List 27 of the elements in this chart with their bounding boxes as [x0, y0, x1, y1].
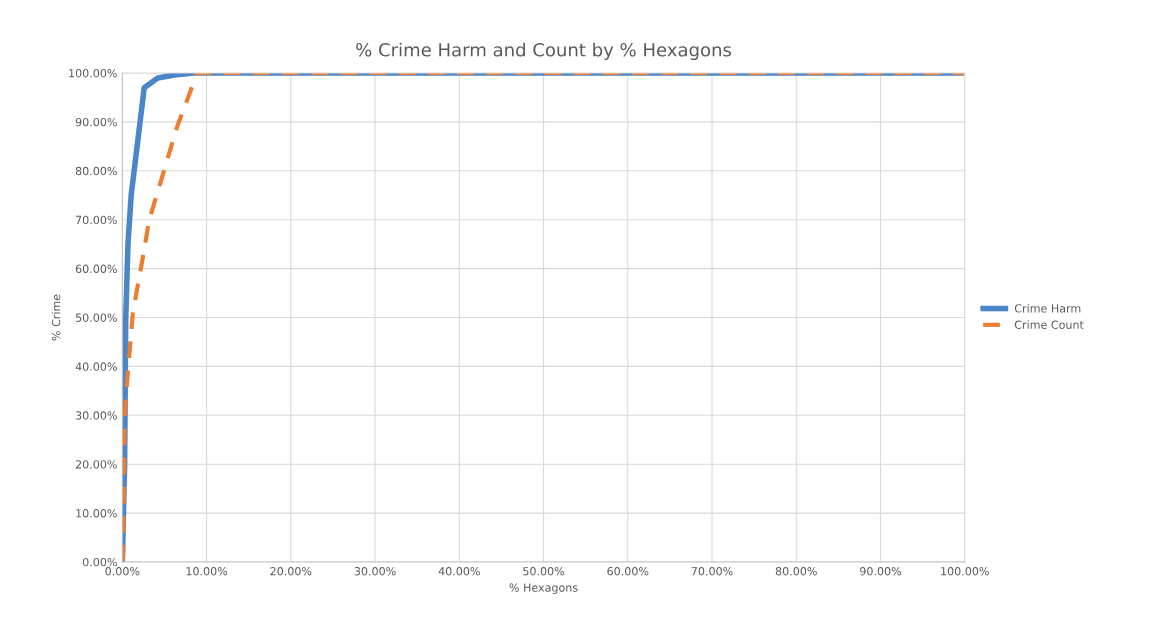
- y-tick-label: 20.00%: [75, 460, 117, 469]
- y-tick-label: 50.00%: [75, 313, 117, 322]
- y-tick-label: 100.00%: [69, 69, 117, 78]
- x-tick-label: 100.00%: [941, 567, 989, 576]
- chart-title: % Crime Harm and Count by % Hexagons: [356, 42, 732, 61]
- y-tick-label: 60.00%: [75, 264, 117, 273]
- y-tick-label: 0.00%: [82, 557, 117, 567]
- x-tick-label: 0.00%: [105, 567, 140, 576]
- x-tick-label: 70.00%: [691, 567, 733, 576]
- x-tick-label: 10.00%: [186, 567, 228, 576]
- x-tick-label: 20.00%: [270, 567, 312, 576]
- y-tick-label: 40.00%: [75, 362, 117, 371]
- legend-label: Crime Harm: [1014, 303, 1081, 313]
- y-tick-label: 90.00%: [75, 117, 117, 127]
- x-tick-label: 60.00%: [607, 567, 649, 576]
- y-tick-label: 70.00%: [76, 215, 117, 225]
- y-tick-label: 30.00%: [75, 411, 117, 420]
- y-tick-label: 80.00%: [75, 166, 117, 176]
- legend-label: Crime Count: [1014, 320, 1084, 329]
- x-axis-title: % Hexagons: [509, 583, 578, 594]
- x-tick-label: 30.00%: [354, 567, 396, 576]
- y-tick-label: 10.00%: [76, 509, 117, 518]
- x-tick-label: 90.00%: [860, 567, 902, 576]
- x-tick-label: 40.00%: [438, 567, 480, 576]
- y-axis-title: % Crime: [51, 294, 61, 341]
- x-tick-label: 80.00%: [775, 567, 817, 576]
- x-tick-label: 50.00%: [523, 567, 565, 576]
